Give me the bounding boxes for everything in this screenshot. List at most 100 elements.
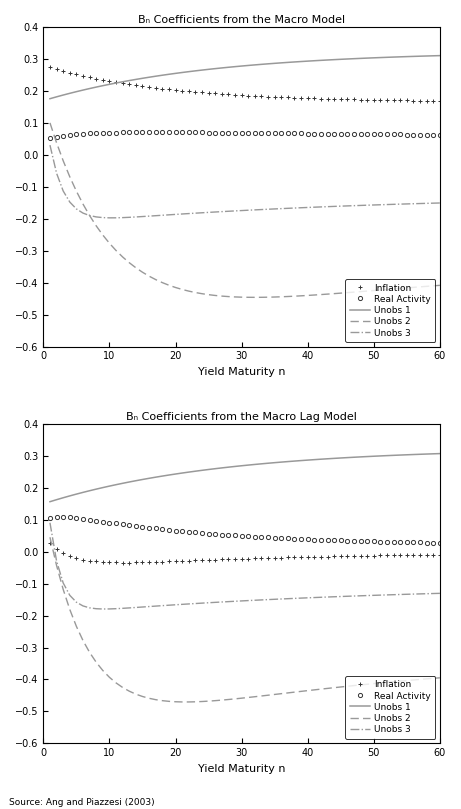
Text: Source: Ang and Piazzesi (2003): Source: Ang and Piazzesi (2003) bbox=[9, 798, 155, 807]
Unobs 3 bbox=[47, 140, 53, 150]
Unobs 3 bbox=[298, 203, 304, 213]
Inflation bbox=[160, 84, 165, 94]
Unobs 2 bbox=[146, 271, 152, 281]
Inflation bbox=[47, 538, 53, 548]
Unobs 3 bbox=[153, 601, 159, 611]
X-axis label: Yield Maturity n: Yield Maturity n bbox=[198, 367, 285, 377]
Unobs 3 bbox=[120, 213, 125, 222]
Title: Bₙ Coefficients from the Macro Model: Bₙ Coefficients from the Macro Model bbox=[138, 15, 345, 25]
Unobs 2 bbox=[179, 285, 185, 294]
Real Activity bbox=[54, 512, 59, 522]
Real Activity bbox=[298, 129, 304, 138]
Real Activity bbox=[47, 513, 53, 523]
Unobs 1 bbox=[113, 78, 119, 88]
Real Activity bbox=[47, 133, 53, 142]
Line: Inflation: Inflation bbox=[47, 540, 442, 565]
Inflation bbox=[146, 83, 152, 92]
Real Activity bbox=[113, 128, 119, 138]
Legend: Inflation, Real Activity, Unobs 1, Unobs 2, Unobs 3: Inflation, Real Activity, Unobs 1, Unobs… bbox=[345, 279, 435, 342]
Unobs 2 bbox=[437, 673, 443, 683]
Real Activity bbox=[437, 130, 443, 140]
Inflation bbox=[179, 556, 185, 565]
Unobs 2 bbox=[298, 687, 304, 697]
Inflation bbox=[173, 85, 178, 95]
Unobs 1 bbox=[292, 57, 297, 67]
Inflation bbox=[179, 86, 185, 95]
Line: Real Activity: Real Activity bbox=[48, 515, 442, 544]
Unobs 2 bbox=[179, 697, 185, 707]
Unobs 2 bbox=[146, 693, 152, 703]
Real Activity bbox=[146, 128, 152, 138]
Inflation bbox=[47, 62, 53, 72]
Inflation bbox=[437, 96, 443, 106]
Unobs 3 bbox=[186, 209, 191, 218]
Inflation bbox=[186, 556, 191, 565]
Real Activity bbox=[179, 527, 185, 536]
Unobs 3 bbox=[47, 518, 53, 527]
Unobs 3 bbox=[186, 599, 191, 609]
Unobs 1 bbox=[437, 51, 443, 61]
Unobs 2 bbox=[298, 291, 304, 301]
Inflation bbox=[120, 557, 125, 567]
Line: Unobs 2: Unobs 2 bbox=[50, 123, 440, 298]
Real Activity bbox=[186, 128, 191, 138]
Unobs 2 bbox=[160, 277, 165, 287]
Inflation bbox=[292, 93, 297, 103]
Unobs 3 bbox=[437, 588, 443, 598]
Real Activity bbox=[153, 128, 159, 138]
Unobs 1 bbox=[173, 69, 178, 78]
Unobs 1 bbox=[47, 497, 53, 506]
Unobs 3 bbox=[179, 599, 185, 609]
Unobs 3 bbox=[106, 213, 112, 222]
Unobs 2 bbox=[186, 697, 191, 707]
Real Activity bbox=[437, 538, 443, 548]
Inflation bbox=[113, 557, 119, 567]
Unobs 1 bbox=[173, 469, 178, 479]
Unobs 2 bbox=[160, 696, 165, 705]
Unobs 3 bbox=[100, 604, 106, 614]
Line: Inflation: Inflation bbox=[47, 65, 442, 104]
Unobs 1 bbox=[179, 68, 185, 78]
Unobs 3 bbox=[120, 604, 125, 613]
Line: Unobs 3: Unobs 3 bbox=[50, 145, 440, 218]
Unobs 2 bbox=[47, 118, 53, 128]
Real Activity bbox=[298, 534, 304, 544]
Line: Unobs 2: Unobs 2 bbox=[50, 537, 440, 702]
Unobs 1 bbox=[146, 72, 152, 82]
Inflation bbox=[298, 553, 304, 562]
Title: Bₙ Coefficients from the Macro Lag Model: Bₙ Coefficients from the Macro Lag Model bbox=[126, 412, 357, 421]
Inflation bbox=[113, 78, 119, 87]
Unobs 1 bbox=[179, 468, 185, 478]
Unobs 2 bbox=[437, 281, 443, 290]
X-axis label: Yield Maturity n: Yield Maturity n bbox=[198, 764, 285, 773]
Inflation bbox=[437, 550, 443, 560]
Unobs 1 bbox=[160, 70, 165, 80]
Unobs 1 bbox=[160, 471, 165, 481]
Unobs 1 bbox=[146, 473, 152, 483]
Unobs 3 bbox=[166, 600, 171, 610]
Unobs 2 bbox=[113, 246, 119, 256]
Unobs 2 bbox=[47, 532, 53, 542]
Real Activity bbox=[166, 128, 171, 138]
Real Activity bbox=[166, 525, 171, 535]
Real Activity bbox=[186, 527, 191, 536]
Line: Real Activity: Real Activity bbox=[48, 130, 442, 140]
Unobs 1 bbox=[113, 480, 119, 489]
Unobs 1 bbox=[292, 456, 297, 466]
Inflation bbox=[153, 557, 159, 567]
Unobs 3 bbox=[298, 593, 304, 603]
Unobs 2 bbox=[252, 293, 258, 303]
Real Activity bbox=[120, 519, 125, 529]
Line: Unobs 1: Unobs 1 bbox=[50, 454, 440, 502]
Unobs 3 bbox=[153, 211, 159, 221]
Legend: Inflation, Real Activity, Unobs 1, Unobs 2, Unobs 3: Inflation, Real Activity, Unobs 1, Unobs… bbox=[345, 676, 435, 739]
Unobs 3 bbox=[437, 198, 443, 208]
Line: Unobs 3: Unobs 3 bbox=[50, 523, 440, 609]
Unobs 3 bbox=[166, 210, 171, 220]
Unobs 3 bbox=[179, 210, 185, 219]
Unobs 2 bbox=[173, 697, 178, 706]
Inflation bbox=[166, 557, 171, 566]
Real Activity bbox=[179, 128, 185, 138]
Unobs 2 bbox=[113, 678, 119, 688]
Unobs 1 bbox=[437, 449, 443, 459]
